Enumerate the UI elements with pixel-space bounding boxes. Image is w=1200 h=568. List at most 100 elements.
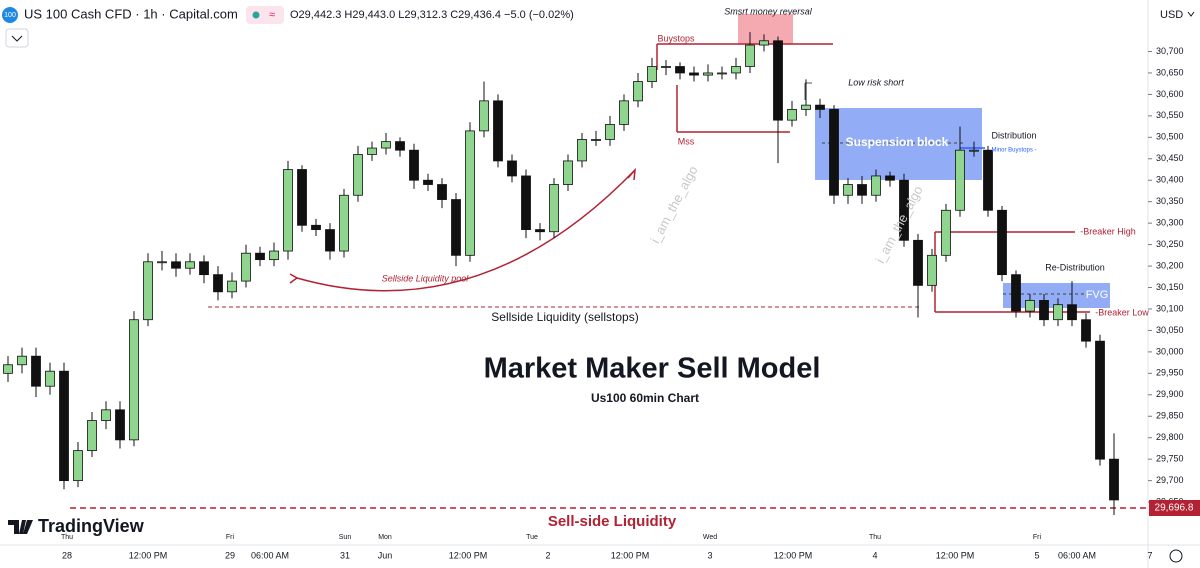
annotation: Distribution [991,130,1036,140]
x-tick-label: 28 [62,550,72,560]
candle-body [689,72,699,76]
candle-body [171,261,181,269]
chart-subtitle: Us100 60min Chart [591,391,699,405]
candle-body [199,261,209,276]
y-tick-label: 30,350 [1156,196,1184,206]
x-tick-label: 12:00 PM [774,550,813,560]
candle-body [73,450,83,482]
candle-body [353,154,363,196]
candle-body [297,169,307,226]
candle-body [731,66,741,74]
y-tick-label: 30,600 [1156,89,1184,99]
candle-body [815,104,825,110]
annotation: -Breaker High [1080,226,1136,236]
candle-body [87,420,97,451]
x-day-label: Thu [61,534,73,541]
settings-icon[interactable] [1169,549,1183,563]
candle-body [535,229,545,233]
candle-body [605,124,615,140]
annotation: Mss [678,136,695,146]
y-tick-label: 30,150 [1156,282,1184,292]
y-tick-label: 29,850 [1156,411,1184,421]
x-day-label: Mon [378,534,392,541]
y-tick-label: 29,750 [1156,454,1184,464]
candle-body [591,139,601,141]
y-tick-label: 30,000 [1156,346,1184,356]
brand-logo [8,520,33,534]
candle-body [857,184,867,196]
axes: 29,65029,70029,75029,80029,85029,90029,9… [61,46,1184,561]
candle-body [423,179,433,185]
x-tick-label: 06:00 AM [251,550,289,560]
candle-body [1081,319,1091,342]
candle-body [549,184,559,233]
candle-body [3,364,13,374]
brand: TradingView [8,516,145,536]
candle-body [577,139,587,162]
x-day-label: Thu [869,534,881,541]
candle-body [507,160,517,177]
y-tick-label: 30,450 [1156,153,1184,163]
x-tick-label: 31 [340,550,350,560]
candle-body [563,160,573,185]
brand-name: TradingView [38,516,145,536]
candle-body [619,100,629,125]
annotation: Sellside Liquidity (sellstops) [491,310,638,324]
status-icon: ≈ [269,9,275,21]
candle-body [955,149,965,211]
annotation: FVG [1086,289,1109,301]
candle-body [325,229,335,252]
candle-body [479,100,489,132]
pool-arc [296,169,636,292]
x-tick-label: 3 [707,550,712,560]
x-tick-label: Jun [378,550,393,560]
candle-body [1025,299,1035,312]
x-tick-label: 12:00 PM [611,550,650,560]
candle-body [409,149,419,181]
candle-body [283,169,293,252]
annotation: Smsrt money reversal [724,6,813,16]
candle-body [871,175,881,196]
ohlc: O29,442.3 H29,443.0 L29,312.3 C29,436.4 … [290,9,574,21]
candle-body [1109,458,1119,501]
candle-body [899,179,909,241]
candle-body [773,40,783,121]
candle-body [465,130,475,256]
y-tick-label: 30,500 [1156,132,1184,142]
candle-body [1011,274,1021,312]
candle-body [17,355,27,366]
symbol[interactable]: US 100 Cash CFD · 1h · Capital.com [24,6,238,21]
annotation: Minor Buystops - [991,148,1036,154]
x-day-label: Fri [1033,534,1042,541]
x-tick-label: 4 [872,550,877,560]
candle-body [647,66,657,82]
candle-body [843,184,853,196]
annotation: Suspension block [846,135,949,149]
y-tick-label: 29,950 [1156,368,1184,378]
candle-body [241,252,251,282]
candle-body [521,175,531,230]
y-tick-label: 29,900 [1156,389,1184,399]
annotation: Re-Distribution [1045,262,1105,272]
y-tick-label: 30,050 [1156,325,1184,335]
suspension-box [815,108,982,180]
y-tick-label: 30,650 [1156,67,1184,77]
symbol-icon-text: 100 [4,12,16,19]
collapse-button[interactable] [5,28,29,48]
candle-body [969,149,979,152]
chart-title: Market Maker Sell Model [484,353,821,385]
status-badge[interactable] [246,6,284,24]
candle-body [157,261,167,264]
candle-body [143,261,153,321]
x-day-label: Sun [339,534,352,541]
candle-body [101,409,111,421]
currency[interactable]: USD [1160,9,1183,21]
candle-body [227,280,237,293]
arrow-head [627,167,636,181]
candle-body [787,109,797,121]
annotation: Sellside Liquidity pool [382,273,470,283]
candle-body [759,40,769,46]
annotation: Buystops [657,33,695,43]
